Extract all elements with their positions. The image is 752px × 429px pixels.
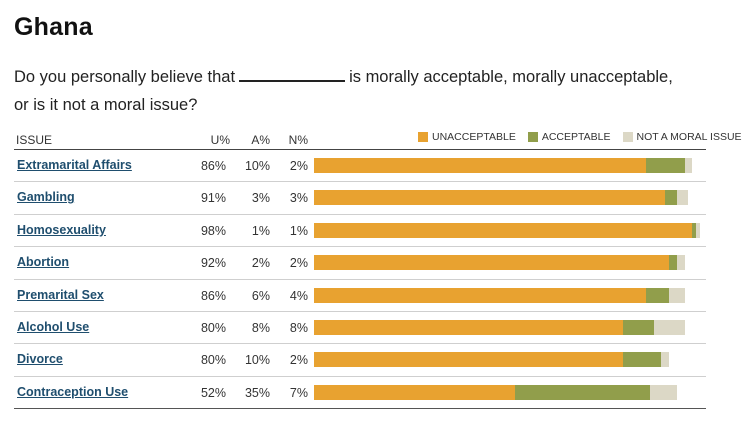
- legend-item-not-moral: NOT A MORAL ISSUE: [622, 131, 742, 143]
- question-text-end: is morally acceptable, morally unaccepta…: [349, 68, 673, 86]
- table-row: Homosexuality 98% 1% 1%: [14, 215, 706, 248]
- page-title: Ghana: [14, 13, 93, 41]
- issue-link[interactable]: Divorce: [17, 352, 63, 367]
- value-unacceptable: 80%: [200, 320, 226, 335]
- bar-segment-not-moral: [649, 384, 677, 400]
- bar-segment-acceptable: [645, 287, 670, 303]
- value-acceptable: 3%: [251, 191, 270, 206]
- value-acceptable: 1%: [251, 223, 270, 238]
- stacked-bar: [314, 158, 700, 173]
- bar-segment-unacceptable: [314, 255, 670, 271]
- table-row: Abortion 92% 2% 2%: [14, 247, 706, 280]
- value-not-moral: 1%: [289, 223, 308, 238]
- legend-item-acceptable: ACCEPTABLE: [527, 131, 611, 143]
- bar-segment-unacceptable: [314, 190, 666, 206]
- legend-label-unacceptable: UNACCEPTABLE: [432, 131, 516, 143]
- value-unacceptable: 92%: [200, 256, 226, 271]
- value-not-moral: 2%: [289, 353, 308, 368]
- stacked-bar: [314, 222, 700, 238]
- value-acceptable: 10%: [244, 353, 270, 368]
- column-header-issue: ISSUE: [16, 133, 53, 147]
- table-row: Gambling 91% 3% 3%: [14, 182, 706, 215]
- bar-segment-acceptable: [669, 255, 677, 271]
- value-acceptable: 6%: [251, 288, 270, 303]
- survey-question: Do you personally believe that is morally…: [14, 63, 714, 119]
- bar-segment-not-moral: [684, 158, 693, 173]
- column-header-acceptable: A%: [251, 133, 270, 147]
- value-not-moral: 4%: [289, 288, 308, 303]
- legend-swatch-unacceptable: [418, 132, 428, 142]
- table-row: Premarital Sex 86% 6% 4%: [14, 280, 706, 312]
- issue-link[interactable]: Alcohol Use: [17, 319, 90, 334]
- value-unacceptable: 86%: [200, 159, 226, 173]
- bar-segment-acceptable: [622, 319, 654, 335]
- value-not-moral: 3%: [289, 191, 308, 206]
- issue-link[interactable]: Contraception Use: [17, 384, 129, 399]
- value-unacceptable: 98%: [200, 223, 226, 238]
- bar-segment-unacceptable: [314, 384, 515, 400]
- value-unacceptable: 52%: [200, 385, 226, 400]
- legend-label-not-moral: NOT A MORAL ISSUE: [636, 131, 742, 143]
- value-acceptable: 2%: [251, 256, 270, 271]
- header-divider: [14, 149, 706, 150]
- bar-segment-not-moral: [676, 190, 689, 206]
- table-row: Divorce 80% 10% 2%: [14, 344, 706, 377]
- bar-segment-not-moral: [696, 222, 700, 238]
- issue-link[interactable]: Homosexuality: [17, 222, 106, 237]
- bar-segment-not-moral: [661, 352, 670, 368]
- value-acceptable: 8%: [251, 320, 270, 335]
- question-text-start: Do you personally believe that: [14, 68, 236, 86]
- bar-segment-acceptable: [514, 384, 650, 400]
- issue-link[interactable]: Gambling: [17, 190, 75, 205]
- bar-segment-acceptable: [665, 190, 677, 206]
- stacked-bar: [314, 384, 700, 400]
- bar-segment-unacceptable: [314, 158, 646, 173]
- value-acceptable: 10%: [244, 159, 270, 173]
- legend-swatch-not-moral: [622, 132, 633, 142]
- table-row: Contraception Use 52% 35% 7%: [14, 377, 706, 410]
- issue-link[interactable]: Premarital Sex: [17, 287, 104, 302]
- bar-segment-acceptable: [645, 158, 685, 173]
- value-not-moral: 7%: [289, 385, 308, 400]
- legend-item-unacceptable: UNACCEPTABLE: [418, 131, 516, 143]
- value-unacceptable: 86%: [200, 288, 226, 303]
- value-not-moral: 2%: [289, 256, 308, 271]
- value-acceptable: 35%: [244, 385, 270, 400]
- bar-segment-unacceptable: [314, 319, 623, 335]
- stacked-bar: [314, 287, 700, 303]
- issue-link[interactable]: Abortion: [17, 255, 70, 270]
- stacked-bar: [314, 319, 700, 335]
- column-header-unacceptable: U%: [210, 133, 230, 147]
- bar-segment-not-moral: [669, 287, 685, 303]
- value-unacceptable: 80%: [200, 353, 226, 368]
- value-unacceptable: 91%: [200, 191, 226, 206]
- bar-segment-not-moral: [676, 255, 685, 271]
- bar-segment-unacceptable: [314, 287, 646, 303]
- stacked-bar: [314, 190, 700, 206]
- chart-legend: UNACCEPTABLE ACCEPTABLE NOT A MORAL ISSU…: [418, 131, 742, 143]
- bar-segment-unacceptable: [314, 222, 693, 238]
- legend-label-acceptable: ACCEPTABLE: [541, 131, 611, 143]
- bar-segment-unacceptable: [314, 352, 623, 368]
- chart-rows: Extramarital Affairs 86% 10% 2% Gambling 91% 3…: [14, 150, 706, 410]
- table-row: Alcohol Use 80% 8% 8%: [14, 312, 706, 345]
- value-not-moral: 8%: [289, 320, 308, 335]
- legend-swatch-acceptable: [527, 132, 538, 142]
- question-blank: [239, 66, 346, 82]
- bar-segment-acceptable: [692, 222, 697, 238]
- stacked-bar: [314, 255, 700, 271]
- column-header-not-moral: N%: [288, 133, 308, 147]
- bar-segment-acceptable: [622, 352, 662, 368]
- bar-segment-not-moral: [653, 319, 685, 335]
- issue-link[interactable]: Extramarital Affairs: [17, 158, 132, 172]
- value-not-moral: 2%: [289, 159, 308, 173]
- stacked-bar: [314, 352, 700, 368]
- table-row: Extramarital Affairs 86% 10% 2%: [14, 150, 706, 183]
- question-text-line2: or is it not a moral issue?: [14, 96, 198, 114]
